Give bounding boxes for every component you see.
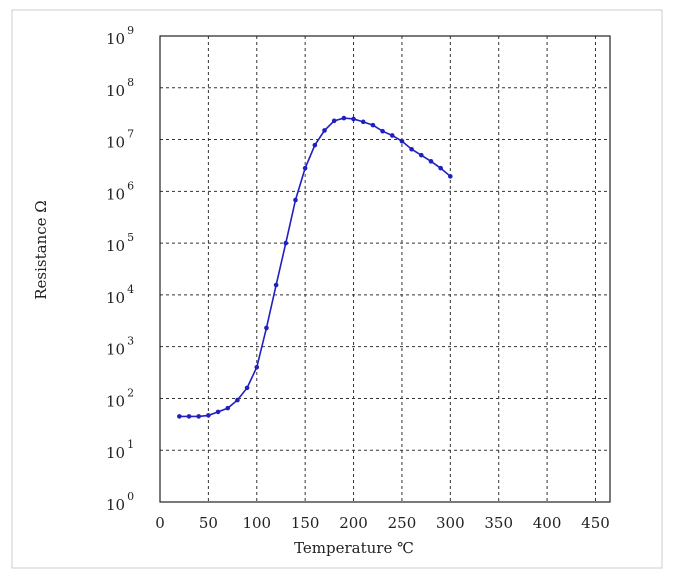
y-tick-label: 10 1 [106,438,134,462]
data-point [448,174,453,179]
data-point [322,128,327,133]
data-point [273,282,279,288]
y-tick-label: 10 4 [106,283,134,307]
y-tick-base: 10 [106,237,125,255]
y-tick-exponent: 0 [127,490,134,503]
data-point [399,138,405,144]
y-axis-label: Resistance Ω [32,200,50,299]
y-tick-base: 10 [106,444,125,462]
data-point [312,142,318,148]
data-point [360,119,366,125]
y-tick-base: 10 [106,134,125,152]
y-tick-label: 10 3 [106,335,134,359]
data-point [186,414,192,419]
frame [11,9,663,569]
y-tick-exponent: 5 [127,231,134,244]
y-tick-base: 10 [106,496,125,514]
y-tick-base: 10 [106,30,125,48]
x-tick-label: 150 [291,514,320,532]
y-tick-base: 10 [106,289,125,307]
y-tick-base: 10 [106,185,125,203]
x-axis-label: Temperature ℃ [294,539,414,557]
y-tick-exponent: 8 [127,76,134,89]
y-tick-base: 10 [106,82,125,100]
y-tick-label: 10 6 [106,179,134,203]
data-point [215,409,221,415]
y-tick-exponent: 4 [127,283,134,296]
data-point [409,146,414,152]
y-tick-exponent: 2 [127,386,134,399]
y-tick-exponent: 6 [127,179,134,192]
y-tick-label: 10 7 [106,128,134,152]
data-point [196,414,202,419]
x-tick-label: 250 [388,514,417,532]
y-tick-label: 10 5 [106,231,134,255]
data-point [235,397,240,403]
data-point [293,197,298,203]
y-tick-label: 10 9 [106,24,134,48]
data-point [418,152,424,158]
data-point [428,159,434,164]
plot-frame [159,35,611,503]
x-tick-label: 0 [155,514,165,532]
x-tick-label: 300 [436,514,465,532]
x-tick-label: 100 [242,514,271,532]
data-point [438,165,443,171]
data-point [389,133,395,138]
y-tick-base: 10 [106,392,125,410]
data-point [380,128,385,134]
data-point [206,413,211,418]
data-point [351,116,356,122]
x-tick-label: 350 [484,514,513,532]
data-point [177,414,182,419]
data-point [370,122,376,128]
data-point [225,405,231,411]
y-tick-label: 10 0 [106,490,134,514]
data-point [302,165,308,171]
data-point [244,385,250,391]
y-tick-exponent: 7 [127,128,134,141]
y-tick-exponent: 9 [127,24,134,37]
data-point [254,364,260,370]
y-tick-base: 10 [106,341,125,359]
x-tick-label: 50 [199,514,218,532]
x-tick-label: 200 [339,514,368,532]
y-tick-exponent: 3 [127,335,134,348]
data-point [264,325,269,331]
y-tick-label: 10 2 [106,386,134,410]
x-tick-label: 450 [581,514,610,532]
x-tick-label: 400 [533,514,562,532]
y-tick-label: 10 8 [106,76,134,100]
y-tick-exponent: 1 [127,438,134,451]
data-point [331,118,337,124]
data-point [341,115,347,121]
data-point [283,240,289,246]
